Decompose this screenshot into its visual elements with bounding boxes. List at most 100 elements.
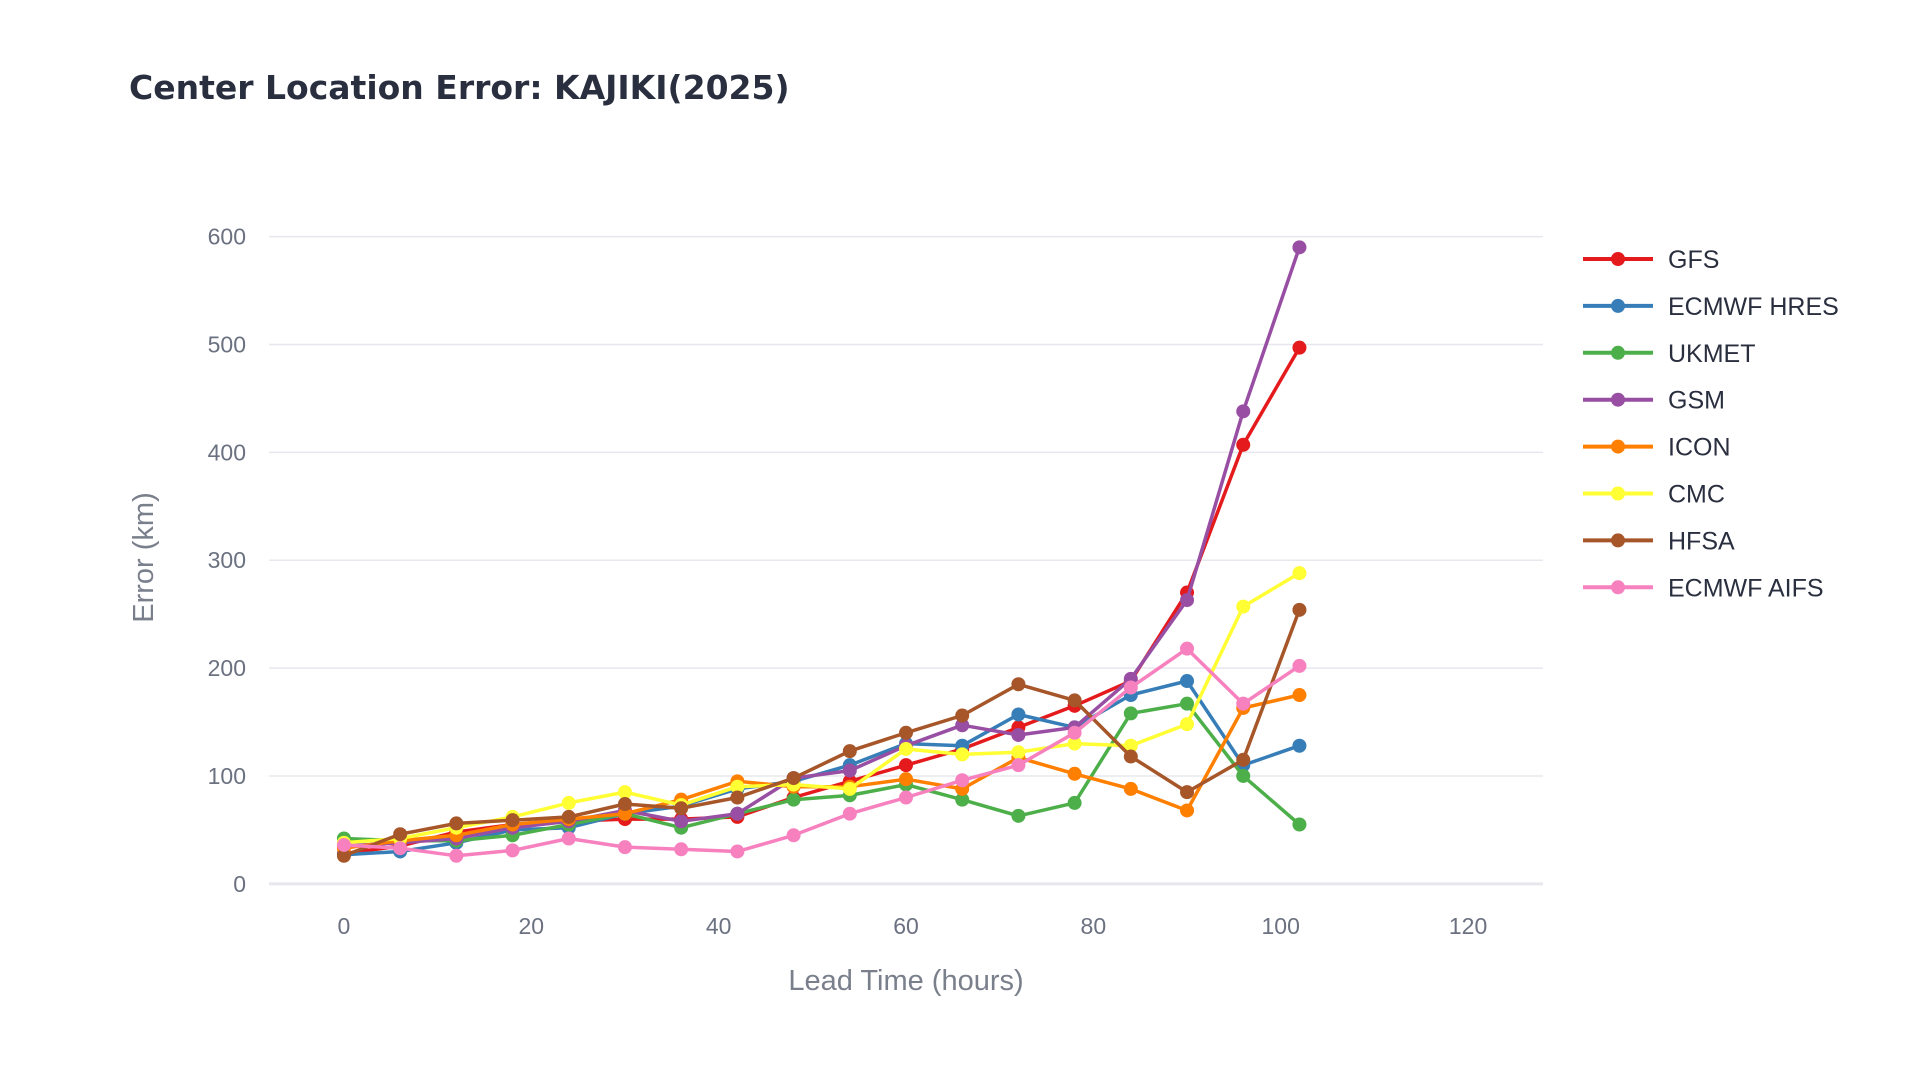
data-point bbox=[1180, 593, 1195, 608]
data-point bbox=[617, 840, 632, 855]
x-tick-label: 100 bbox=[1262, 913, 1300, 939]
data-point bbox=[955, 773, 970, 788]
legend-item[interactable]: HFSA bbox=[1583, 527, 1735, 555]
data-point bbox=[955, 792, 970, 807]
data-point bbox=[1292, 688, 1307, 703]
data-point bbox=[336, 837, 351, 852]
legend-label: CMC bbox=[1668, 481, 1725, 509]
legend-item[interactable]: ECMWF HRES bbox=[1583, 293, 1839, 321]
data-point bbox=[449, 848, 464, 863]
y-tick-label: 0 bbox=[233, 871, 246, 897]
legend-label: GSM bbox=[1668, 387, 1725, 415]
data-point bbox=[1236, 404, 1251, 419]
legend-marker bbox=[1611, 252, 1625, 266]
data-point bbox=[1180, 674, 1195, 689]
series-ecmwf-aifs bbox=[336, 641, 1307, 863]
x-tick-label: 80 bbox=[1081, 913, 1107, 939]
data-point bbox=[786, 792, 801, 807]
chart-title: Center Location Error: KAJIKI(2025) bbox=[129, 68, 790, 107]
data-point bbox=[1011, 677, 1026, 692]
legend-label: HFSA bbox=[1668, 527, 1735, 555]
legend-marker bbox=[1611, 345, 1625, 360]
y-tick-label: 600 bbox=[208, 224, 246, 250]
x-tick-label: 120 bbox=[1449, 913, 1487, 939]
data-point bbox=[1123, 749, 1138, 764]
legend-label: UKMET bbox=[1668, 340, 1756, 368]
data-point bbox=[1011, 808, 1026, 823]
data-point bbox=[842, 781, 857, 796]
x-tick-label: 60 bbox=[893, 913, 919, 939]
data-point bbox=[561, 831, 576, 846]
data-point bbox=[786, 828, 801, 843]
legend-item[interactable]: ECMWF AIFS bbox=[1583, 574, 1824, 602]
series-lines bbox=[336, 240, 1307, 863]
data-point bbox=[1011, 758, 1026, 773]
data-point bbox=[617, 796, 632, 811]
legend-marker bbox=[1611, 439, 1625, 454]
data-point bbox=[842, 763, 857, 778]
gridlines bbox=[269, 235, 1543, 886]
data-point bbox=[1123, 706, 1138, 721]
data-point bbox=[1067, 766, 1082, 781]
data-point bbox=[617, 806, 632, 821]
legend-item[interactable]: CMC bbox=[1583, 481, 1725, 509]
legend-marker bbox=[1611, 580, 1625, 595]
data-point bbox=[674, 801, 689, 816]
y-tick-label: 400 bbox=[208, 439, 246, 465]
legend-label: ECMWF AIFS bbox=[1668, 574, 1824, 602]
data-point bbox=[955, 718, 970, 733]
data-point bbox=[730, 806, 745, 821]
data-point bbox=[842, 744, 857, 759]
data-point bbox=[449, 816, 464, 831]
data-point bbox=[1067, 736, 1082, 751]
series-gfs bbox=[336, 340, 1307, 861]
data-point bbox=[1011, 707, 1026, 722]
data-point bbox=[1236, 599, 1251, 614]
legend-item[interactable]: GFS bbox=[1583, 246, 1719, 274]
data-point bbox=[1292, 340, 1307, 355]
data-point bbox=[505, 813, 520, 828]
data-point bbox=[561, 809, 576, 824]
legend[interactable]: GFS ECMWF HRES UKMET GSM ICON CMC HFSA ECMWF AI… bbox=[1583, 246, 1839, 602]
legend-item[interactable]: GSM bbox=[1583, 387, 1725, 415]
legend-item[interactable]: UKMET bbox=[1583, 340, 1756, 368]
legend-marker bbox=[1611, 486, 1625, 501]
legend-marker bbox=[1611, 298, 1625, 313]
data-point bbox=[561, 795, 576, 810]
data-point bbox=[1292, 240, 1307, 255]
data-point bbox=[730, 790, 745, 805]
data-point bbox=[1180, 717, 1195, 732]
data-point bbox=[730, 779, 745, 794]
y-tick-label: 100 bbox=[208, 763, 246, 789]
legend-item[interactable]: ICON bbox=[1583, 434, 1731, 462]
legend-label: GFS bbox=[1668, 246, 1719, 274]
y-tick-label: 200 bbox=[208, 655, 246, 681]
data-point bbox=[1292, 602, 1307, 617]
data-point bbox=[899, 741, 913, 756]
data-point bbox=[336, 848, 351, 863]
series-line bbox=[342, 701, 1302, 843]
x-tick-label: 0 bbox=[338, 913, 351, 939]
data-point bbox=[1011, 745, 1026, 760]
series-line bbox=[342, 608, 1302, 858]
y-axis-title: Error (km) bbox=[128, 492, 160, 622]
x-tick-label: 20 bbox=[518, 913, 544, 939]
data-point bbox=[1011, 727, 1026, 742]
data-point bbox=[899, 758, 913, 773]
series-line bbox=[342, 345, 1302, 856]
data-point bbox=[899, 772, 913, 787]
legend-marker bbox=[1611, 392, 1625, 407]
data-point bbox=[1123, 781, 1138, 796]
x-tick-label: 40 bbox=[706, 913, 732, 939]
data-point bbox=[393, 841, 408, 856]
series-line bbox=[342, 646, 1302, 858]
data-point bbox=[899, 725, 913, 740]
series-hfsa bbox=[336, 602, 1307, 863]
data-point bbox=[1292, 817, 1307, 832]
data-point bbox=[1180, 785, 1195, 800]
data-point bbox=[505, 843, 520, 858]
data-point bbox=[1292, 738, 1307, 753]
data-point bbox=[1292, 566, 1307, 581]
data-point bbox=[786, 771, 801, 786]
